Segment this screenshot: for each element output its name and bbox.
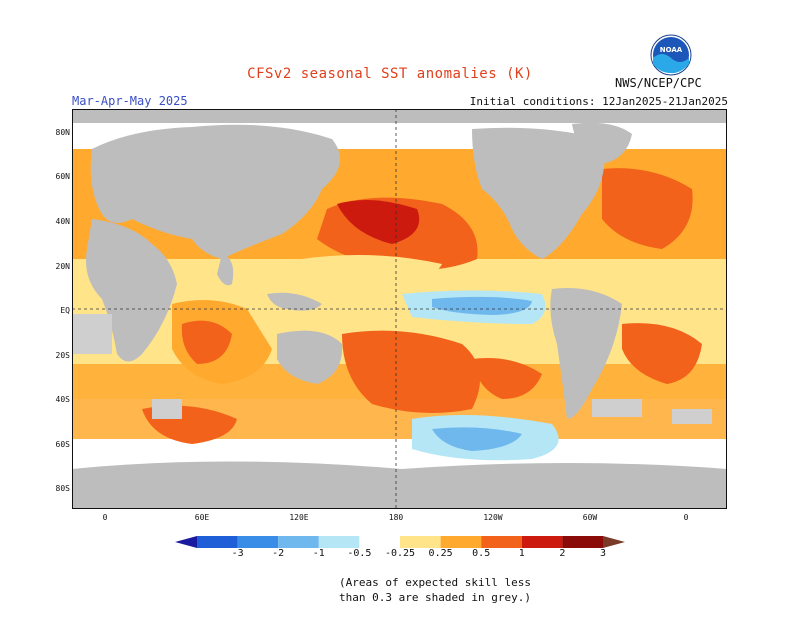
forecast-period: Mar-Apr-May 2025	[72, 94, 188, 108]
colorbar-tick-label: -0.25	[384, 548, 416, 559]
colorbar-segment	[197, 536, 238, 548]
eurasia	[90, 124, 340, 259]
low-skill-patch	[72, 314, 112, 354]
colorbar-max-arrow	[603, 536, 625, 548]
low-skill-patch	[592, 399, 642, 417]
arctic-land	[72, 109, 727, 123]
lon-label: 120E	[289, 513, 309, 522]
indian-ocean-hot	[181, 320, 232, 364]
lon-label: 60E	[194, 513, 210, 522]
colorbar-segment	[400, 536, 441, 548]
equatorial-cool-core	[432, 296, 532, 315]
colorbar-segment	[237, 536, 279, 548]
colorbar	[175, 536, 625, 548]
lon-label: 0	[683, 513, 689, 522]
agency-label: NWS/NCEP/CPC	[615, 76, 702, 90]
sst-anomaly-map	[72, 109, 727, 509]
colorbar-tick-label: -1	[312, 548, 325, 559]
southeast-pacific-hot	[472, 358, 542, 399]
colorbar-tick-label: 0.5	[472, 548, 491, 559]
colorbar-segment	[481, 536, 522, 548]
colorbar-segment	[318, 536, 360, 548]
colorbar-min-arrow	[175, 536, 197, 548]
colorbar-tick-label: 0.25	[428, 548, 453, 559]
colorbar-tick-label: 3	[599, 548, 607, 559]
map-frame	[72, 109, 727, 509]
lat-label: 60S	[55, 440, 70, 449]
initial-conditions: Initial conditions: 12Jan2025-21Jan2025	[469, 95, 728, 108]
colorbar-segment	[359, 536, 400, 548]
greenland	[572, 122, 632, 164]
australia	[277, 330, 343, 384]
colorbar-tick-label: -3	[231, 548, 244, 559]
north-atlantic-hot	[602, 168, 693, 249]
south-pacific-hot	[342, 330, 480, 413]
north-america	[472, 127, 605, 259]
southern-ocean-cool-core	[432, 427, 522, 451]
north-pacific-very-hot	[337, 200, 420, 244]
low-skill-patch	[672, 409, 712, 424]
lon-label: 180	[388, 513, 404, 522]
lat-label: 20N	[55, 262, 70, 271]
north-pacific-warm-tongue	[302, 255, 442, 289]
colorbar-tick-label: -2	[272, 548, 285, 559]
low-skill-areas	[72, 314, 712, 424]
lat-label: EQ	[60, 306, 70, 315]
land-masses	[72, 109, 727, 509]
skill-note-line: than 0.3 are shaded in grey.)	[338, 591, 532, 604]
colorbar-segment	[521, 536, 563, 548]
lat-label: 40N	[55, 217, 70, 226]
lon-label: 60W	[582, 513, 598, 522]
svg-text:NOAA: NOAA	[660, 46, 683, 54]
antarctica	[72, 461, 727, 509]
indonesia	[267, 292, 322, 311]
india	[217, 254, 234, 286]
lon-label: 0	[102, 513, 108, 522]
colorbar-tick-label: -0.5	[347, 548, 372, 559]
south-america	[550, 288, 622, 419]
colorbar-segment	[278, 536, 319, 548]
colorbar-segment	[562, 536, 603, 548]
map-title: CFSv2 seasonal SST anomalies (K)	[247, 66, 533, 82]
skill-note: (Areas of expected skill less than 0.3 a…	[0, 575, 800, 605]
noaa-logo-icon: NOAA	[650, 34, 692, 76]
lat-label: 20S	[55, 351, 70, 360]
lat-label: 60N	[55, 172, 70, 181]
lat-label: 80S	[55, 484, 70, 493]
lat-label: 40S	[55, 395, 70, 404]
colorbar-tick-label: 1	[518, 548, 525, 559]
skill-note-line: (Areas of expected skill less	[338, 576, 532, 589]
lat-label: 80N	[55, 128, 70, 137]
low-skill-patch	[152, 399, 182, 419]
colorbar-tick-label: 2	[559, 548, 566, 559]
colorbar-segment	[440, 536, 482, 548]
south-atlantic-hot	[622, 323, 702, 384]
africa	[86, 219, 177, 362]
lon-label: 120W	[483, 513, 503, 522]
